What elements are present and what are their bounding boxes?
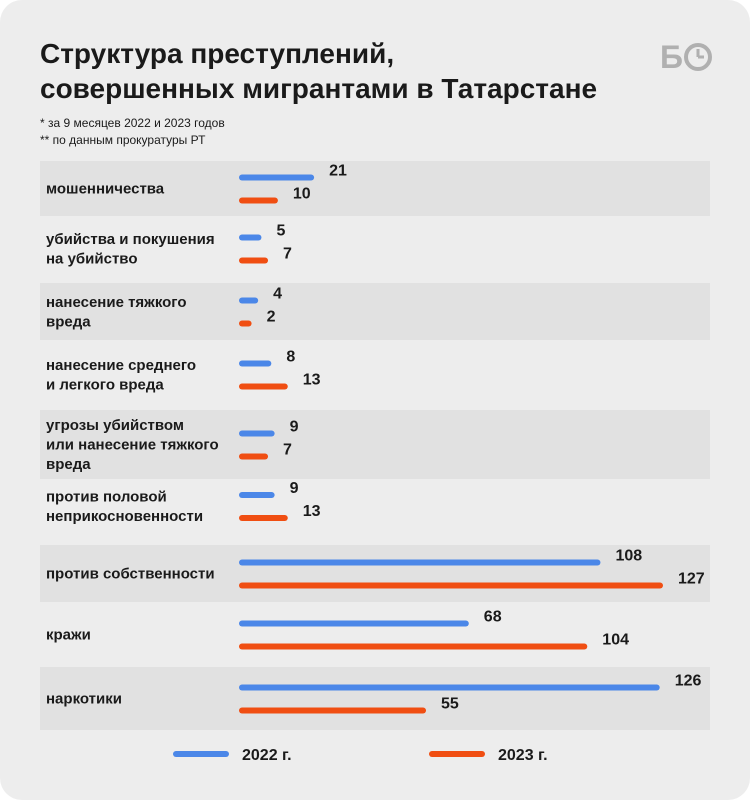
category-label: и легкого вреда [46,376,164,393]
category-label: против половой [46,488,167,505]
title-line-2: совершенных мигрантами в Татарстане [40,73,598,104]
row-band [40,161,710,216]
value-label: 55 [441,696,459,713]
category-label: нанесение тяжкого [46,294,187,311]
legend-label: 2022 г. [242,747,292,764]
category-label: вреда [46,313,91,330]
value-label: 127 [678,571,705,588]
value-label: 108 [615,548,642,565]
value-label: 104 [602,632,629,649]
row-band [40,283,710,340]
value-label: 9 [290,480,299,497]
value-label: 9 [290,419,299,436]
value-label: 21 [329,163,347,180]
value-label: 10 [293,186,311,203]
value-label: 7 [283,442,292,459]
logo-letter-b: Б [660,39,683,74]
logo-clock-circle [684,43,712,71]
value-label: 126 [675,673,702,690]
row-band [40,545,710,602]
category-label: неприкосновенности [46,508,203,525]
category-label: угрозы убийством [46,417,184,434]
value-label: 2 [267,309,276,326]
footnote-period: * за 9 месяцев 2022 и 2023 годов [40,116,225,130]
category-label: или нанесение тяжкого [46,437,219,454]
chart-title: Структура преступлений, совершенных мигр… [40,36,640,106]
value-label: 13 [303,503,321,520]
value-label: 13 [303,372,321,389]
row-band [40,667,710,730]
title-line-1: Структура преступлений, [40,38,395,69]
category-label: вреда [46,456,91,473]
category-label: кражи [46,627,91,644]
footnote-source: ** по данным прокуратуры РТ [40,133,206,147]
category-label: мошенничества [46,181,165,198]
category-label: на убийство [46,250,138,267]
category-label: убийства и покушения [46,231,215,248]
value-label: 68 [484,609,502,626]
category-label: нанесение среднего [46,357,196,374]
category-label: наркотики [46,691,122,708]
bo-logo: Б [660,39,712,74]
value-label: 7 [283,246,292,263]
value-label: 5 [276,223,285,240]
value-label: 4 [273,286,282,303]
row-band [40,410,710,479]
category-label: против собственности [46,566,215,583]
legend-label: 2023 г. [498,747,548,764]
value-label: 8 [286,349,295,366]
